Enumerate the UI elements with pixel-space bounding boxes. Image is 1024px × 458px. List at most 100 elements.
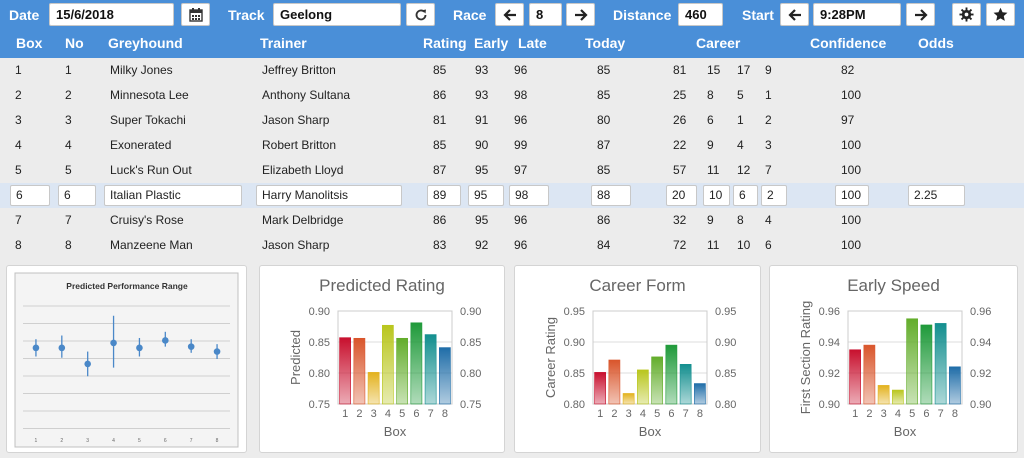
bar-box-1[interactable] xyxy=(594,372,606,405)
cell-career-seconds[interactable]: 6 xyxy=(733,185,758,206)
cell-trainer: Robert Britton xyxy=(262,138,337,152)
header-no[interactable]: No xyxy=(65,35,84,51)
y-axis-label: Predicted xyxy=(288,330,303,385)
bar-box-7[interactable] xyxy=(934,323,947,405)
cell-career-starts[interactable]: 20 xyxy=(666,185,697,206)
bar-box-3[interactable] xyxy=(877,385,890,405)
favorite-button[interactable] xyxy=(986,3,1015,26)
track-input[interactable]: Geelong xyxy=(273,3,401,26)
header-trainer[interactable]: Trainer xyxy=(260,35,307,51)
race-next-button[interactable] xyxy=(566,3,595,26)
cell-greyhound[interactable]: Italian Plastic xyxy=(104,185,242,206)
cell-late[interactable]: 98 xyxy=(509,185,549,206)
arrow-left-icon xyxy=(502,8,517,22)
cell-career-thirds[interactable]: 2 xyxy=(761,185,787,206)
bar-box-8[interactable] xyxy=(439,347,451,405)
cell-career-seconds: 1 xyxy=(737,113,744,127)
header-confidence[interactable]: Confidence xyxy=(810,35,887,51)
table-row[interactable]: 7 7 Cruisy's Rose Mark Delbridge 86 95 96 86 32 9… xyxy=(0,208,1024,233)
table-row[interactable]: 1 1 Milky Jones Jeffrey Britton 85 93 96 85 81 15… xyxy=(0,58,1024,83)
cell-box: 2 xyxy=(15,88,22,102)
y-tick-right: 0.85 xyxy=(715,368,736,380)
distance-input[interactable]: 460 xyxy=(678,3,723,26)
bar-box-2[interactable] xyxy=(353,337,366,405)
header-box[interactable]: Box xyxy=(16,35,43,51)
range-x-tick: 7 xyxy=(190,438,193,444)
bar-box-6[interactable] xyxy=(665,344,678,405)
header-career[interactable]: Career xyxy=(696,35,741,51)
distance-label: Distance xyxy=(613,7,672,23)
cell-career-starts: 22 xyxy=(673,138,687,152)
start-time-input[interactable]: 9:28PM xyxy=(813,3,901,26)
header-early[interactable]: Early xyxy=(474,35,509,51)
date-picker-button[interactable] xyxy=(181,3,210,26)
cell-today[interactable]: 88 xyxy=(591,185,631,206)
bar-box-8[interactable] xyxy=(694,383,706,405)
header-late[interactable]: Late xyxy=(518,35,547,51)
cell-odds[interactable]: 2.25 xyxy=(908,185,965,206)
bar-box-3[interactable] xyxy=(367,372,380,405)
bar-box-2[interactable] xyxy=(608,359,621,405)
start-next-button[interactable] xyxy=(906,3,935,26)
header-odds[interactable]: Odds xyxy=(918,35,954,51)
settings-button[interactable] xyxy=(952,3,981,26)
y-tick-right: 0.90 xyxy=(970,399,991,411)
cell-early: 95 xyxy=(475,163,489,177)
bar-box-6[interactable] xyxy=(920,324,933,405)
table-row[interactable]: 6 6 Italian Plastic Harry Manolitsis 89 95 98 8… xyxy=(0,183,1024,208)
cell-rating[interactable]: 89 xyxy=(427,185,461,206)
bar-box-7[interactable] xyxy=(679,364,692,405)
table-row[interactable]: 4 4 Exonerated Robert Britton 85 90 99 87 22 9 4 3 1… xyxy=(0,133,1024,158)
cell-today: 85 xyxy=(597,163,611,177)
bar-box-5[interactable] xyxy=(651,356,663,405)
start-prev-button[interactable] xyxy=(780,3,809,26)
x-tick: 1 xyxy=(342,408,348,420)
cell-confidence: 100 xyxy=(841,163,862,177)
bar-box-6[interactable] xyxy=(410,322,423,405)
x-tick: 3 xyxy=(626,408,632,420)
table-row[interactable]: 5 5 Luck's Run Out Elizabeth Lloyd 87 95 97 85 5… xyxy=(0,158,1024,183)
cell-no[interactable]: 6 xyxy=(58,185,96,206)
y-tick-left: 0.85 xyxy=(309,337,330,349)
header-rating[interactable]: Rating xyxy=(423,35,467,51)
y-tick-left: 0.80 xyxy=(564,399,585,411)
header-today[interactable]: Today xyxy=(585,35,626,51)
table-row[interactable]: 2 2 Minnesota Lee Anthony Sultana 86 93 98 85 25… xyxy=(0,83,1024,108)
cell-career-seconds: 10 xyxy=(737,238,751,252)
bar-box-4[interactable] xyxy=(382,324,394,405)
header-greyhound[interactable]: Greyhound xyxy=(108,35,183,51)
refresh-button[interactable] xyxy=(406,3,435,26)
bar-box-2[interactable] xyxy=(863,344,876,405)
bar-box-1[interactable] xyxy=(339,337,351,405)
cell-greyhound: Super Tokachi xyxy=(110,113,186,127)
bar-box-8[interactable] xyxy=(949,366,961,405)
plot-frame xyxy=(337,310,453,405)
bar-box-7[interactable] xyxy=(424,334,437,405)
bar-box-5[interactable] xyxy=(396,337,408,405)
table-row[interactable]: 8 8 Manzeene Man Jason Sharp 83 92 96 84 72 11 10 6… xyxy=(0,233,1024,258)
cell-confidence[interactable]: 100 xyxy=(835,185,869,206)
race-input[interactable]: 8 xyxy=(529,3,562,26)
range-point xyxy=(84,360,91,368)
cell-late: 96 xyxy=(514,63,528,77)
cell-box[interactable]: 6 xyxy=(10,185,50,206)
x-tick: 1 xyxy=(852,408,858,420)
table-row[interactable]: 3 3 Super Tokachi Jason Sharp 81 91 96 80 26 6 1 2 9… xyxy=(0,108,1024,133)
race-prev-button[interactable] xyxy=(495,3,524,26)
date-input[interactable]: 15/6/2018 xyxy=(49,3,174,26)
cell-rating: 85 xyxy=(433,138,447,152)
y-tick-right: 0.95 xyxy=(715,306,736,318)
cell-early[interactable]: 95 xyxy=(468,185,504,206)
bar-box-4[interactable] xyxy=(637,369,649,405)
cell-career-seconds: 4 xyxy=(737,138,744,152)
cell-box: 5 xyxy=(15,163,22,177)
bar-box-1[interactable] xyxy=(849,349,861,405)
y-tick-left: 0.90 xyxy=(819,399,840,411)
bar-box-4[interactable] xyxy=(892,389,904,405)
cell-career-wins[interactable]: 10 xyxy=(703,185,730,206)
cell-trainer[interactable]: Harry Manolitsis xyxy=(256,185,402,206)
bar-box-5[interactable] xyxy=(906,318,918,405)
cell-box: 8 xyxy=(15,238,22,252)
bar-box-3[interactable] xyxy=(622,393,635,405)
cell-career-starts: 81 xyxy=(673,63,687,77)
